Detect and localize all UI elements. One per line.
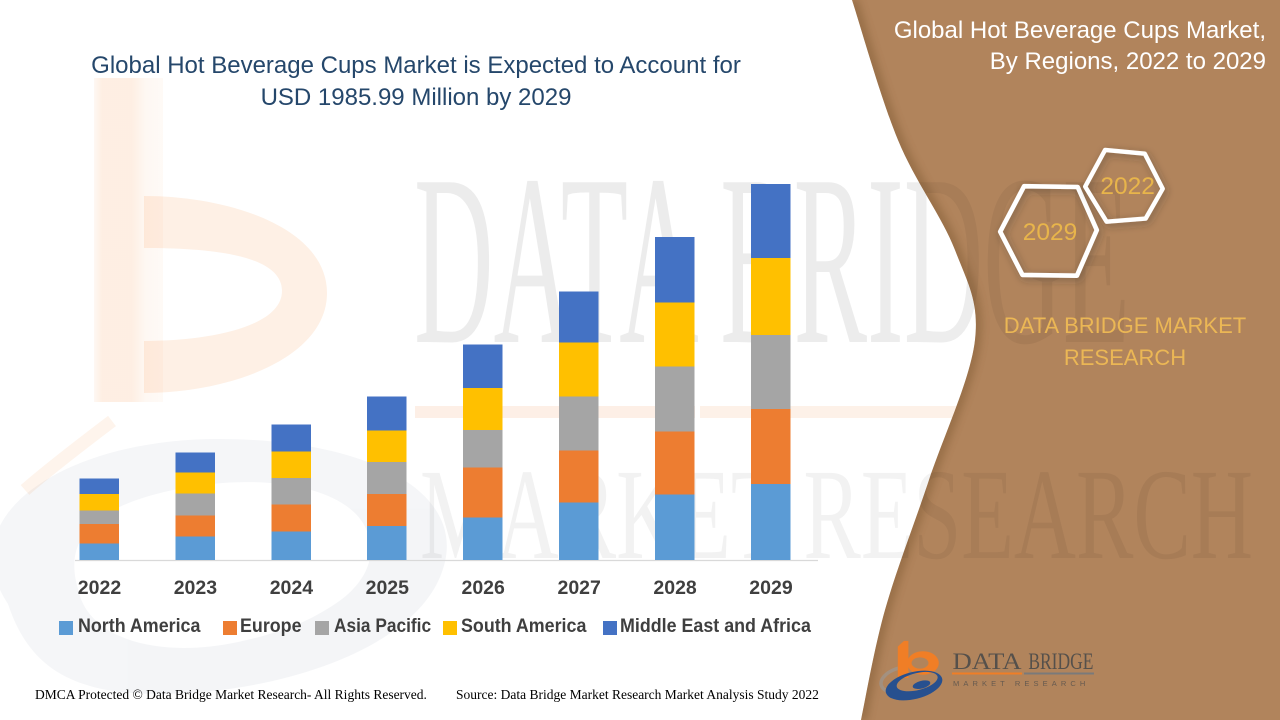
svg-text:DATA BRIDGE: DATA BRIDGE <box>414 125 1130 395</box>
svg-text:BRIDGE: BRIDGE <box>1028 649 1093 674</box>
svg-text:DATA: DATA <box>953 649 1022 674</box>
svg-text:MARKET RESEARCH: MARKET RESEARCH <box>420 443 1253 587</box>
svg-text:MARKET RESEARCH: MARKET RESEARCH <box>953 679 1089 688</box>
